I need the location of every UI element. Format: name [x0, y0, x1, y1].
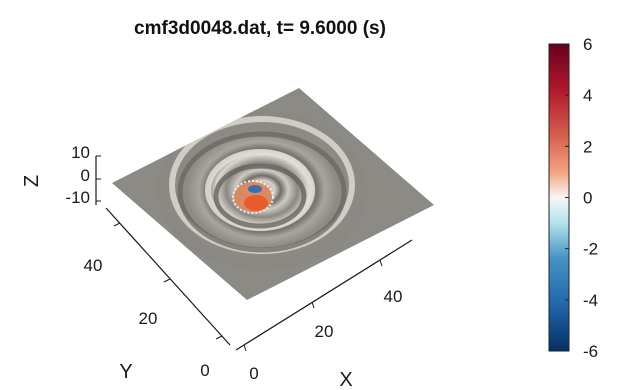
y-tick-label: 20 [139, 309, 158, 328]
y-tick-label: 40 [84, 256, 103, 275]
x-axis-label: X [339, 369, 352, 390]
colorbar-tick-label: -4 [583, 291, 598, 310]
y-tick-mark-20 [163, 278, 171, 283]
colorbar-tick-label: -6 [583, 342, 598, 361]
colorbar: 6 4 2 0 -2 -4 -6 [548, 35, 598, 361]
z-tick-label: 10 [71, 143, 90, 162]
y-tick-mark-40 [113, 222, 121, 227]
x-tick-mark-0 [243, 344, 247, 352]
surface-plot [112, 88, 434, 300]
x-tick-mark-40 [379, 259, 383, 267]
center-peak-blue [248, 185, 262, 193]
chart-title: cmf3d0048.dat, t= 9.6000 (s) [134, 18, 386, 39]
y-axis-label: Y [119, 361, 132, 383]
x-tick-label: 0 [249, 364, 258, 383]
z-tick-label: 0 [81, 166, 90, 185]
x-tick-label: 40 [384, 287, 403, 306]
colorbar-tick-label: 0 [583, 189, 592, 208]
x-axis-line [235, 239, 413, 351]
wave-ring-inner-shadow [213, 163, 307, 229]
z-axis: 10 0 -10 Z [21, 143, 101, 207]
x-axis: 0 20 40 X [235, 239, 413, 390]
z-tick-label: -10 [65, 188, 90, 207]
colorbar-tick-label: 2 [583, 137, 592, 156]
colorbar-tick-label: 4 [583, 86, 592, 105]
colorbar-tick-label: -2 [583, 240, 598, 259]
y-axis-line [105, 207, 231, 346]
z-axis-label: Z [21, 175, 43, 187]
y-axis: 40 20 0 Y [84, 207, 231, 383]
x-tick-mark-20 [311, 301, 315, 309]
x-tick-label: 20 [315, 322, 334, 341]
colorbar-tick-label: 6 [583, 35, 592, 54]
colorbar-ticks: 6 4 2 0 -2 -4 -6 [565, 35, 598, 361]
y-tick-label: 0 [200, 361, 209, 380]
wave-ring-outer-shadow [177, 131, 347, 253]
center-peak-highlight [244, 195, 268, 211]
y-tick-mark-0 [215, 335, 223, 340]
center-peak-rim [232, 180, 274, 214]
